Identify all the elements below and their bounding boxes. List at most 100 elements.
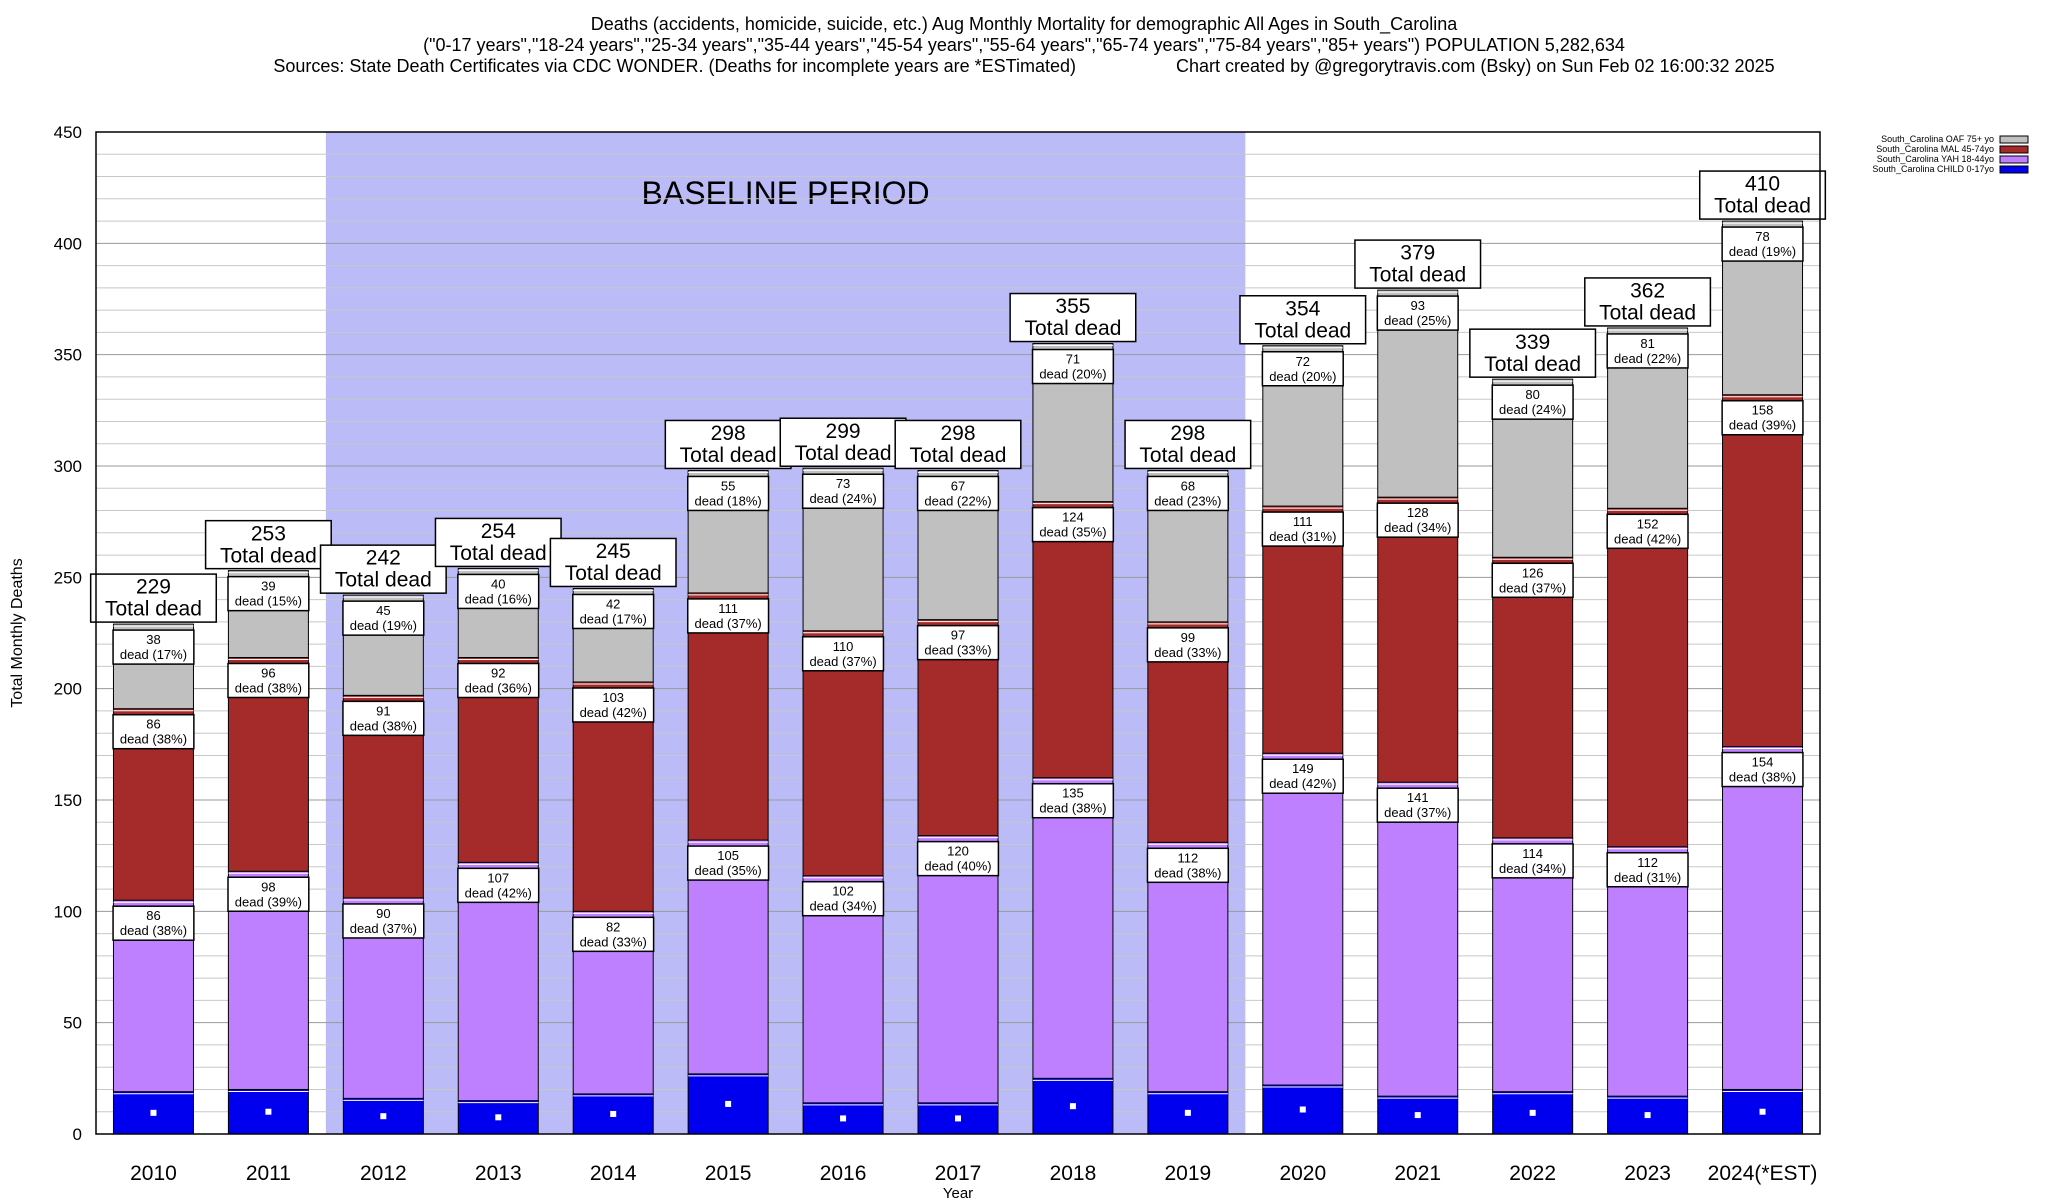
segment-data-label-text: dead (37%) xyxy=(1499,580,1566,595)
legend-entry-label: South_Carolina OAF 75+ yo xyxy=(1881,134,1994,144)
segment-data-label-text: dead (36%) xyxy=(465,680,532,695)
child-marker xyxy=(1529,1109,1536,1116)
segment-data-label-text: dead (33%) xyxy=(580,934,647,949)
segment-data-label-box xyxy=(1376,295,1459,331)
segment-data-label-box xyxy=(572,593,655,630)
segment-data-label-box xyxy=(1031,348,1115,385)
bar-segment-0 xyxy=(1722,1088,1804,1135)
y-tick-label: 300 xyxy=(54,457,82,476)
segment-data-label-text: dead (40%) xyxy=(924,859,991,874)
segment-data-label-text: dead (34%) xyxy=(809,899,876,914)
segment-data-label-text: dead (20%) xyxy=(1269,369,1336,384)
total-data-label-text: 354 xyxy=(1285,297,1320,320)
bar-segment-1 xyxy=(1147,841,1229,1093)
bar-segment-1 xyxy=(917,835,999,1104)
x-tick-label: 2014 xyxy=(590,1162,637,1185)
total-data-label-box xyxy=(1124,419,1252,470)
segment-data-label-box xyxy=(1491,843,1574,879)
segment-data-label-box xyxy=(1146,627,1230,663)
total-data-label-text: Total dead xyxy=(795,442,892,465)
segment-data-label-box xyxy=(916,624,1000,661)
y-tick-label: 250 xyxy=(54,568,82,587)
child-marker xyxy=(265,1108,272,1115)
legend-entry-label: South_Carolina MAL 45-74yo xyxy=(1876,144,1994,154)
total-data-label-text: Total dead xyxy=(335,569,432,592)
segment-data-label-box xyxy=(457,867,540,904)
segment-data-label-text: 158 xyxy=(1752,403,1774,418)
total-data-label-text: 242 xyxy=(366,547,401,570)
plot-frame xyxy=(95,131,1821,1135)
segment-data-label-text: dead (37%) xyxy=(695,616,762,631)
child-marker xyxy=(955,1115,961,1122)
segment-data-label-box xyxy=(1031,506,1115,543)
legend-swatch xyxy=(1999,155,2029,164)
total-data-label-text: Total dead xyxy=(450,542,547,565)
segment-data-label-box xyxy=(1376,502,1459,538)
segment-data-label-text: dead (42%) xyxy=(465,885,532,900)
segment-data-label-text: dead (38%) xyxy=(120,923,187,938)
x-tick-label: 2021 xyxy=(1394,1162,1441,1185)
segment-data-label-box xyxy=(916,475,1000,512)
segment-data-label-box xyxy=(1491,562,1574,599)
segment-data-label-text: 135 xyxy=(1062,786,1084,801)
segment-data-label-text: 45 xyxy=(376,603,390,618)
legend-swatch xyxy=(1999,135,2029,144)
segment-data-label-box xyxy=(572,687,655,723)
y-tick-label: 0 xyxy=(73,1125,82,1144)
segment-data-label-text: dead (16%) xyxy=(465,591,532,606)
total-data-label-text: Total dead xyxy=(220,544,317,567)
segment-data-label-box xyxy=(1031,782,1115,819)
bar-segment-2 xyxy=(1377,496,1459,783)
segment-data-label-box xyxy=(1376,787,1459,823)
segment-data-label-box xyxy=(227,876,310,913)
legend-entry-label: South_Carolina YAH 18-44yo xyxy=(1877,154,1994,164)
segment-data-label-text: dead (24%) xyxy=(809,491,876,506)
segment-data-label-box xyxy=(1606,513,1689,550)
segment-data-label-text: dead (17%) xyxy=(120,647,187,662)
segment-data-label-text: dead (19%) xyxy=(1729,244,1796,259)
chart-title: Deaths (accidents, homicide, suicide, et… xyxy=(590,14,1458,34)
legend-swatch xyxy=(1999,145,2029,154)
segment-data-label-text: 40 xyxy=(491,576,505,591)
segment-data-label-text: dead (31%) xyxy=(1269,529,1336,544)
x-tick-label: 2015 xyxy=(705,1162,752,1185)
segment-data-label-text: 111 xyxy=(718,601,738,616)
segment-data-label-text: dead (38%) xyxy=(120,732,187,747)
total-data-label-text: 298 xyxy=(940,422,975,445)
segment-data-label-box xyxy=(1606,852,1689,888)
segment-data-label-box xyxy=(112,905,195,941)
segment-data-label-text: 126 xyxy=(1522,565,1544,580)
segment-data-label-text: dead (35%) xyxy=(1039,525,1106,540)
segment-data-label-text: 99 xyxy=(1181,630,1195,645)
x-tick-label: 2023 xyxy=(1624,1162,1671,1185)
total-data-label-box xyxy=(204,519,332,570)
segment-data-label-text: 96 xyxy=(261,665,275,680)
segment-data-label-text: dead (38%) xyxy=(235,680,302,695)
child-marker xyxy=(610,1110,617,1117)
total-data-label-text: 254 xyxy=(481,520,516,543)
segment-data-label-box xyxy=(342,700,425,737)
segment-data-label-text: 128 xyxy=(1407,505,1429,520)
total-data-label-text: 410 xyxy=(1745,173,1780,196)
